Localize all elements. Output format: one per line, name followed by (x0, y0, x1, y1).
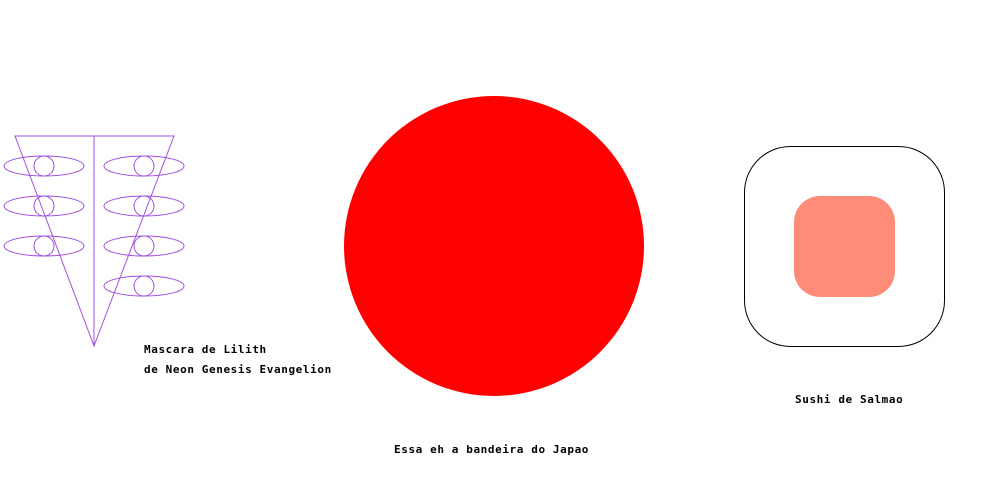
mask-eye-right-3 (103, 235, 185, 257)
salmon-sushi (744, 146, 945, 347)
mask-eye-left-1 (3, 155, 85, 177)
japan-flag-disc (344, 96, 644, 396)
lilith-mask (3, 135, 185, 348)
sushi-caption: Sushi de Salmao (795, 393, 904, 406)
japan-flag-caption: Essa eh a bandeira do Japao (394, 443, 590, 456)
mask-eye-left-2 (3, 195, 85, 217)
mask-eye-right-4 (103, 275, 185, 297)
lilith-caption-line1: Mascara de Lilith (144, 343, 267, 356)
mask-eye-left-3 (3, 235, 85, 257)
mask-eye-right-2 (103, 195, 185, 217)
mask-eye-right-1 (103, 155, 185, 177)
sushi-salmon (794, 196, 895, 297)
lilith-caption-line2: de Neon Genesis Evangelion (144, 363, 332, 376)
